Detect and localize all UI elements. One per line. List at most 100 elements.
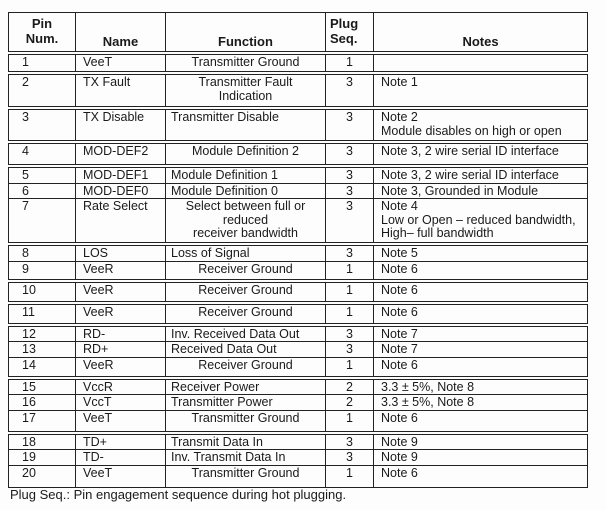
- cell-pin-num: 18: [22, 434, 36, 449]
- cell-notes: Note 7: [373, 342, 587, 357]
- header-cell-name: Name: [75, 13, 165, 51]
- cell-notes: Note 6: [373, 304, 587, 323]
- cell-pin-num: 6: [22, 183, 29, 198]
- cell-plug-seq: 2: [325, 395, 373, 410]
- cell-plug-seq: 1: [325, 282, 373, 301]
- cell-function: Transmitter Disable: [165, 110, 325, 140]
- cell-name: VccR: [75, 379, 165, 394]
- cell-name: VeeT: [75, 55, 165, 71]
- cell-plug-seq: 3: [325, 110, 373, 140]
- cell-function: Transmitter Ground: [165, 465, 325, 487]
- cell-pin-num: 1: [22, 55, 29, 69]
- cell-notes: Note 2 Module disables on high or open: [373, 110, 587, 140]
- table-row-group: 1 VeeT Transmitter Ground 1: [8, 54, 588, 72]
- table-row-group: 5 MOD-DEF1 Module Definition 1 3 Note 3, 2 w…: [8, 167, 588, 243]
- cell-function: Inv. Received Data Out: [165, 326, 325, 341]
- table-row: 12 RD- Inv. Received Data Out 3 Note 7: [9, 326, 587, 341]
- table-row: 9 VeeR Receiver Ground 1 Note 6: [9, 260, 587, 279]
- cell-notes: Note 4 Low or Open – reduced bandwidth, …: [373, 199, 587, 242]
- cell-plug-seq: 3: [325, 326, 373, 341]
- plug-seq-caption: Plug Seq.: Pin engagement sequence durin…: [10, 487, 347, 502]
- cell-name: VeeR: [75, 282, 165, 301]
- table-row: 5 MOD-DEF1 Module Definition 1 3 Note 3, 2 w…: [9, 168, 587, 183]
- cell-plug-seq: 1: [325, 261, 373, 279]
- table-row: 8 LOS Loss of Signal 3 Note 5: [9, 246, 587, 261]
- cell-name: VccT: [75, 395, 165, 410]
- cell-function: Module Definition 0: [165, 183, 325, 198]
- table-body: 1 VeeT Transmitter Ground 1 2 TX Fault Transmi…: [8, 54, 588, 488]
- cell-pin-num: 7: [22, 199, 29, 213]
- cell-plug-seq: 1: [325, 304, 373, 323]
- cell-pin-num: 4: [22, 144, 29, 158]
- header-cell-notes: Notes: [373, 13, 587, 51]
- table-row-group: 10 VeeR Receiver Ground 1 Note 6: [8, 281, 588, 302]
- cell-pin-num: 12: [22, 326, 36, 341]
- table-row-group: 4 MOD-DEF2 Module Definition 2 3 Note 3, 2 w…: [8, 143, 588, 165]
- cell-notes: Note 6: [373, 465, 587, 487]
- cell-function: Receiver Ground: [165, 261, 325, 279]
- cell-notes: Note 5: [373, 246, 587, 261]
- cell-plug-seq: 3: [325, 246, 373, 261]
- cell-function: Receiver Power: [165, 379, 325, 394]
- table-row-group: 12 RD- Inv. Received Data Out 3 Note 7 13 RD+ R…: [8, 325, 588, 377]
- table-row: 1 VeeT Transmitter Ground 1: [9, 55, 587, 71]
- cell-function: Receiver Ground: [165, 282, 325, 301]
- cell-notes: Note 3, 2 wire serial ID interface: [373, 168, 587, 183]
- table-row: 6 MOD-DEF0 Module Definition 0 3 Note 3, Gro…: [9, 182, 587, 198]
- cell-pin-num: 19: [22, 450, 36, 464]
- cell-plug-seq: 1: [325, 465, 373, 487]
- table-row: 18 TD+ Transmit Data In 3 Note 9: [9, 434, 587, 449]
- cell-pin-num: 11: [22, 304, 35, 319]
- table-row: 19 TD- Inv. Transmit Data In 3 Note 9: [9, 449, 587, 465]
- cell-plug-seq: 3: [325, 75, 373, 106]
- cell-name: VeeR: [75, 357, 165, 376]
- table-row: 3 TX Disable Transmitter Disable 3 Note 2 Mo…: [9, 110, 587, 140]
- cell-plug-seq: 2: [325, 379, 373, 394]
- cell-function: Transmitter Fault Indication: [165, 75, 325, 106]
- table-row: 17 VeeT Transmitter Ground 1 Note 6: [9, 409, 587, 431]
- table-row: 4 MOD-DEF2 Module Definition 2 3 Note 3, 2 w…: [9, 144, 587, 164]
- table-row: 11 VeeR Receiver Ground 1 Note 6: [9, 304, 587, 323]
- cell-notes: Note 3, Grounded in Module: [373, 183, 587, 198]
- table-row-group: 15 VccR Receiver Power 2 3.3 ± 5%, Note 8 16 V…: [8, 378, 588, 432]
- header-cell-function: Function: [165, 13, 325, 51]
- table-row: 14 VeeR Receiver Ground 1 Note 6: [9, 356, 587, 376]
- cell-plug-seq: 1: [325, 55, 373, 71]
- cell-plug-seq: 3: [325, 450, 373, 465]
- cell-plug-seq: 3: [325, 168, 373, 183]
- table-row-group: 3 TX Disable Transmitter Disable 3 Note 2 Mo…: [8, 109, 588, 141]
- cell-notes: Note 9: [373, 434, 587, 449]
- cell-name: RD+: [75, 342, 165, 357]
- cell-name: LOS: [75, 246, 165, 261]
- table-header: Pin Num. Name Function Plug Seq. Notes: [8, 12, 588, 52]
- cell-function: Receiver Ground: [165, 357, 325, 376]
- cell-pin-num: 16: [22, 395, 36, 409]
- cell-name: MOD-DEF2: [75, 144, 165, 164]
- cell-notes: 3.3 ± 5%, Note 8: [373, 379, 587, 394]
- cell-pin-num: 5: [22, 168, 29, 182]
- table-row-group: 11 VeeR Receiver Ground 1 Note 6: [8, 303, 588, 324]
- cell-plug-seq: 3: [325, 199, 373, 242]
- cell-pin-num: 20: [22, 465, 36, 480]
- table-row: 16 VccT Transmitter Power 2 3.3 ± 5%, Note 8: [9, 394, 587, 410]
- cell-plug-seq: 1: [325, 410, 373, 431]
- cell-pin-num: 14: [22, 357, 36, 372]
- cell-function: Inv. Transmit Data In: [165, 450, 325, 465]
- cell-function: Transmitter Power: [165, 395, 325, 410]
- header-cell-pin-num: Pin Num.: [25, 16, 59, 46]
- cell-plug-seq: 1: [325, 357, 373, 376]
- cell-plug-seq: 3: [325, 144, 373, 164]
- cell-function: Transmit Data In: [165, 434, 325, 449]
- cell-function: Select between full or reduced receiver …: [165, 199, 325, 242]
- cell-notes: Note 1: [373, 75, 587, 106]
- pin-definition-table: Pin Num. Name Function Plug Seq. Notes 1…: [8, 12, 588, 490]
- table-row: 20 VeeT Transmitter Ground 1 Note 6: [9, 464, 587, 487]
- table-row: 2 TX Fault Transmitter Fault Indication 3 No…: [9, 75, 587, 106]
- cell-pin-num: 13: [22, 342, 36, 356]
- table-row-group: 18 TD+ Transmit Data In 3 Note 9 19 TD- Inv. Tr…: [8, 433, 588, 488]
- cell-pin-num: 3: [22, 110, 29, 124]
- cell-pin-num: 10: [22, 282, 36, 297]
- cell-function: Transmitter Ground: [165, 55, 325, 71]
- cell-notes: Note 3, 2 wire serial ID interface: [373, 144, 587, 164]
